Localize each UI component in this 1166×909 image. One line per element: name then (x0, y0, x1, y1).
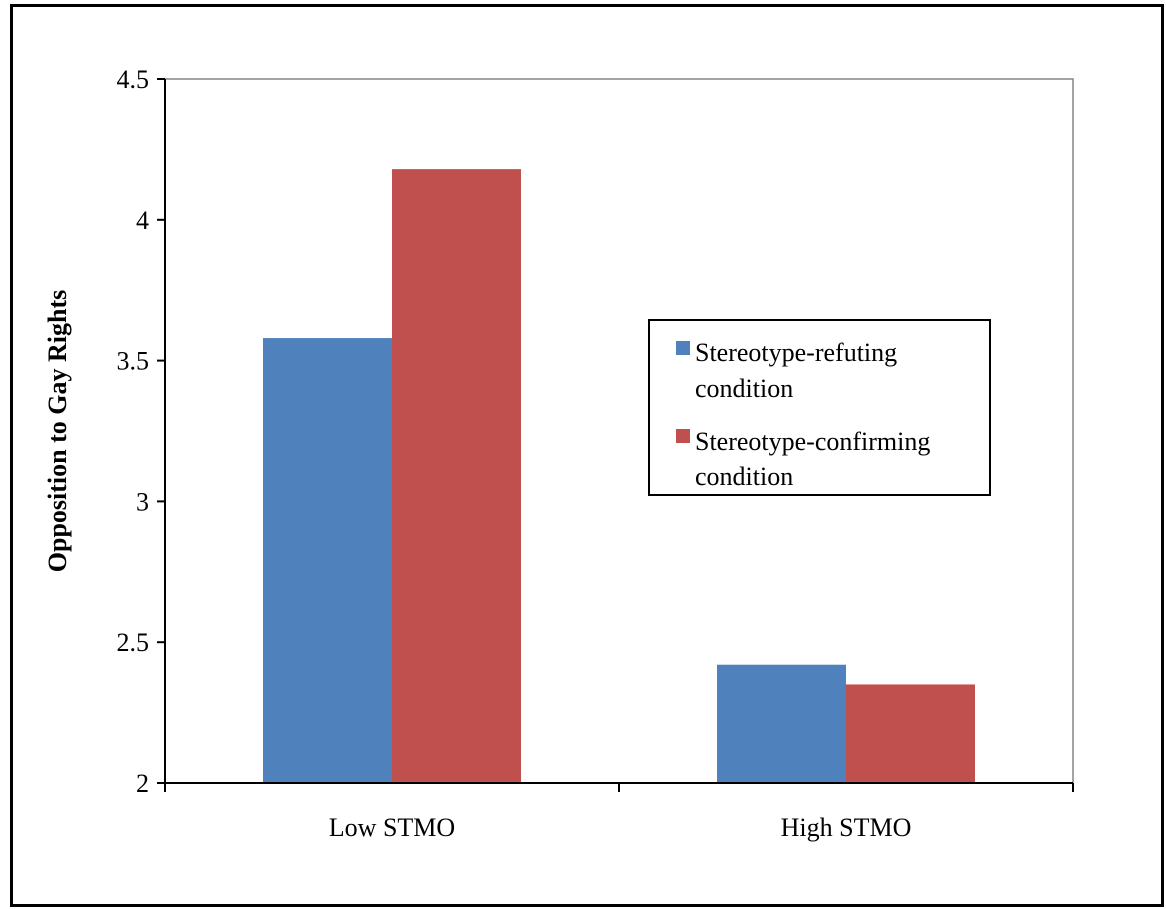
x-category-label: High STMO (781, 813, 912, 842)
legend-label-refuting-line2: condition (695, 374, 793, 403)
legend: Stereotype-refuting condition Stereotype… (648, 319, 991, 496)
bar-refuting-high-stmo (717, 664, 846, 783)
y-axis-title: Opposition to Gay Rights (43, 290, 72, 572)
bars (263, 169, 975, 783)
x-ticks: Low STMO High STMO (164, 783, 1074, 842)
plot-area: 2 2.5 3 3.5 4 4.5 Low STMO High STMO (117, 65, 1074, 842)
y-tick-label: 2 (136, 769, 149, 798)
y-tick-label: 3 (136, 487, 149, 516)
y-ticks: 2 2.5 3 3.5 4 4.5 (117, 65, 165, 798)
y-tick-label: 2.5 (117, 628, 150, 657)
y-tick-label: 3.5 (117, 347, 150, 376)
legend-swatch-confirming (676, 429, 690, 443)
legend-swatch-refuting (676, 341, 690, 355)
bar-refuting-low-stmo (263, 338, 392, 783)
legend-label-confirming-line1: Stereotype-confirming (695, 427, 930, 456)
x-category-label: Low STMO (329, 813, 455, 842)
bar-confirming-low-stmo (392, 169, 521, 783)
y-tick-label: 4.5 (117, 65, 150, 94)
y-tick-label: 4 (136, 206, 149, 235)
bar-confirming-high-stmo (846, 684, 975, 783)
legend-box (648, 319, 991, 496)
legend-label-confirming-line2: condition (695, 462, 793, 491)
legend-label-refuting-line1: Stereotype-refuting (695, 338, 897, 367)
